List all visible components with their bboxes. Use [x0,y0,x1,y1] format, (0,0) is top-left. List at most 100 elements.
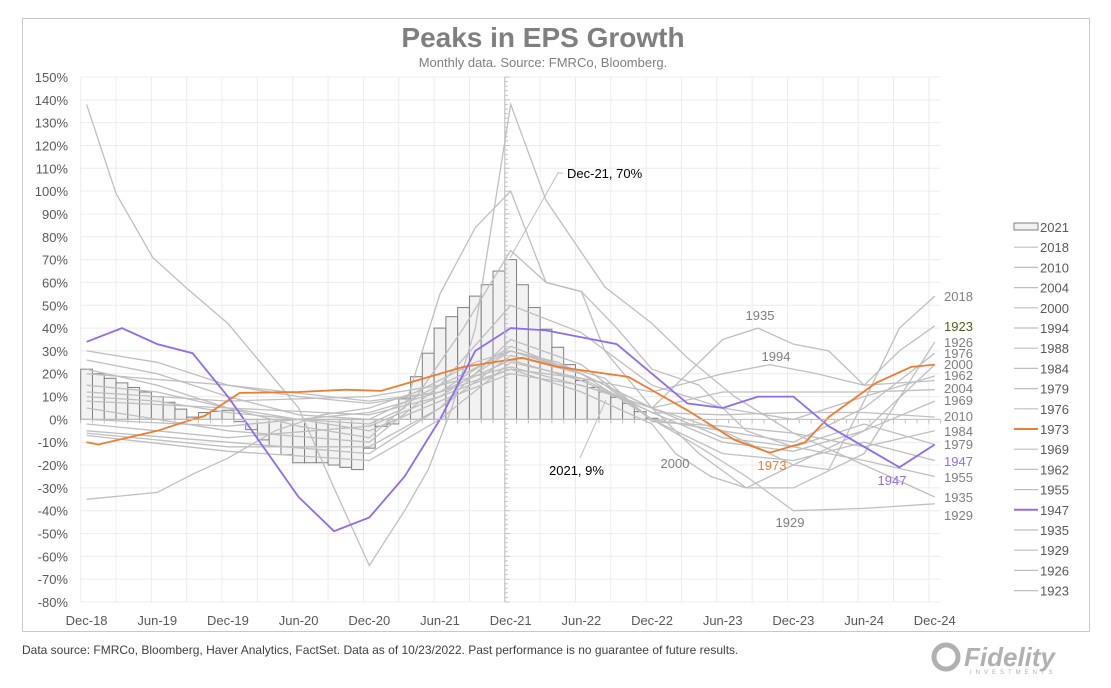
inline-label-1929: 1929 [776,515,805,530]
legend-item-1935: 1935 [1040,523,1069,538]
end-label-2004: 2004 [944,381,973,396]
legend-item-1929: 1929 [1040,543,1069,558]
y-tick-label: -80% [38,595,69,610]
end-label-1935: 1935 [944,490,973,505]
x-tick-label: Jun-24 [844,613,884,628]
y-tick-label: -40% [38,504,69,519]
end-label-1979: 1979 [944,437,973,452]
axes: -80% -70% -60% -50% -40% -30% -20% -10% 0% 10% 20%… [35,70,956,628]
y-tick-label: 140% [35,93,69,108]
x-tick-label: Dec-19 [207,613,249,628]
footer-note: Data source: FMRCo, Bloomberg, Haver Ana… [22,643,739,657]
x-tick-label: Dec-20 [348,613,390,628]
y-tick-label: 80% [42,230,68,245]
end-label-1962: 1962 [944,368,973,383]
inline-label-1973: 1973 [758,458,787,473]
y-tick-label: 130% [35,116,69,131]
inline-label-2000: 2000 [661,456,690,471]
line-2000 [86,364,936,489]
line-1962 [86,304,935,443]
legend-item-1984: 1984 [1040,361,1069,376]
line-1994 [86,363,935,416]
svg-text:INVESTMENTS: INVESTMENTS [970,670,1057,676]
line-1988 [86,338,935,462]
y-tick-label: 0% [49,412,68,427]
bar-2021 [563,364,576,420]
line-1929 [86,350,935,512]
legend-item-1976: 1976 [1040,402,1069,417]
bar-2021 [598,391,612,420]
end-label-2000: 2000 [944,357,973,372]
line-1926 [86,189,936,489]
chart-frame [22,18,1090,632]
y-tick-label: -20% [38,458,69,473]
annotation-leader-2021 [579,399,607,459]
end-label-1947: 1947 [944,454,973,469]
legend-item-2000: 2000 [1040,301,1069,316]
legend: 2021 2018 2010 2004 2000 1994 1988 1984 1979 1976… [1013,220,1069,599]
legend-item-1973: 1973 [1040,422,1069,437]
x-tick-label: Dec-22 [631,613,673,628]
legend-item-1994: 1994 [1040,321,1069,336]
bar-2021 [586,386,600,420]
x-tick-label: Jun-21 [420,613,460,628]
chart-title: Peaks in EPS Growth [401,22,685,53]
y-tick-label: 110% [36,161,69,176]
line-1969 [86,361,936,462]
y-tick-label: 120% [35,138,69,153]
series-labels: 2018192319261976200019622004196920101984… [509,166,973,530]
line-1923 [86,325,936,432]
end-label-1923: 1923 [944,319,973,334]
bar-2021 [527,307,541,420]
bar-2021 [174,408,188,420]
end-label-2018: 2018 [944,289,973,304]
y-tick-label: 20% [42,367,68,382]
x-tick-label: Jun-23 [703,613,743,628]
legend-item-2010: 2010 [1040,260,1069,275]
end-label-1926: 1926 [944,335,973,350]
line-series [85,101,936,567]
line-1973 [86,356,935,454]
legend-item-2021: 2021 [1040,220,1069,235]
bar-2021 [80,368,93,420]
y-tick-label: 70% [42,253,68,268]
y-tick-label: -60% [38,549,69,564]
y-tick-label: 10% [42,390,68,405]
y-tick-label: -30% [38,481,69,496]
line-1935 [85,101,936,567]
end-label-1969: 1969 [944,393,973,408]
line-2004 [86,366,935,409]
legend-item-1962: 1962 [1040,462,1069,477]
x-tick-label: Dec-23 [772,613,814,628]
x-tick-label: Jun-22 [561,613,601,628]
bar-2021 [209,410,223,420]
bar-2021 [150,396,164,420]
legend-item-1988: 1988 [1040,341,1069,356]
annotation-leader-dec21 [509,172,563,259]
x-tick-label: Jun-20 [279,613,319,628]
legend-item-1969: 1969 [1040,442,1069,457]
annotation-2021-9: 2021, 9% [549,463,604,478]
legend-item-1926: 1926 [1040,563,1069,578]
bar-2021 [315,418,329,464]
line-1976 [86,345,936,443]
annotation-dec21-70: Dec-21, 70% [567,166,643,181]
y-tick-label: 150% [35,70,69,85]
y-tick-label: -10% [38,435,69,450]
end-label-1929: 1929 [944,508,973,523]
end-label-1976: 1976 [944,346,973,361]
inline-label-1994: 1994 [762,349,791,364]
line-1947 [86,327,936,533]
end-label-1955: 1955 [944,470,973,485]
legend-item-1979: 1979 [1040,382,1069,397]
y-tick-label: -50% [38,527,69,542]
legend-item-2004: 2004 [1040,281,1069,296]
y-tick-label: 50% [42,298,68,313]
x-tick-label: Dec-24 [914,613,956,628]
fidelity-logo: Fidelity INVESTMENTS [931,642,1057,676]
end-label-1984: 1984 [944,424,973,439]
legend-item-1923: 1923 [1040,584,1069,599]
y-tick-label: 90% [42,207,68,222]
y-tick-label: 60% [42,275,68,290]
